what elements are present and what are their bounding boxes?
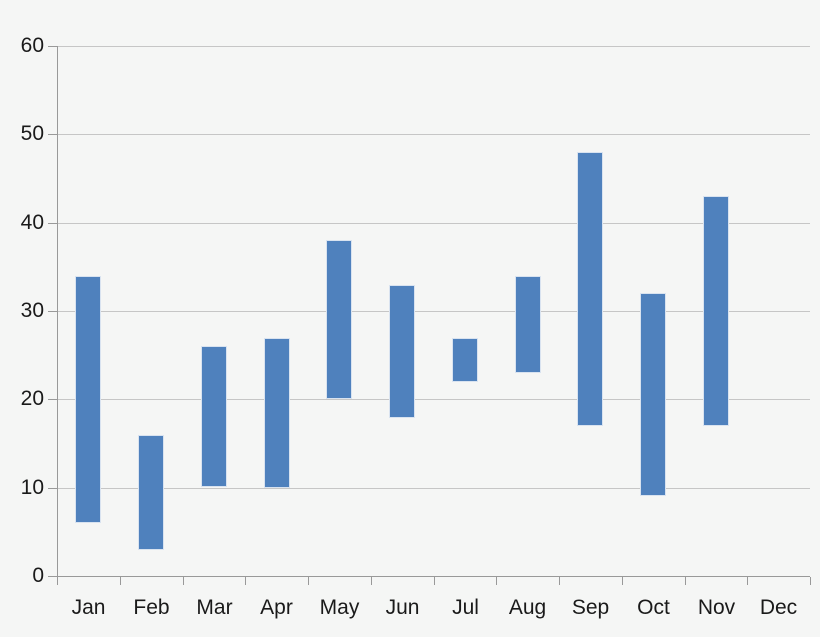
y-axis-label: 60 — [20, 34, 44, 57]
y-axis-label: 40 — [20, 211, 44, 234]
gridline-20 — [57, 399, 810, 400]
y-axis-label: 30 — [20, 299, 44, 322]
x-axis-label-sep: Sep — [571, 596, 610, 619]
x-axis-label-nov: Nov — [697, 596, 736, 619]
x-axis-label-oct: Oct — [637, 596, 670, 619]
y-tick-20 — [48, 399, 57, 400]
x-tick-11 — [747, 577, 748, 585]
gridline-60 — [57, 46, 810, 47]
y-tick-50 — [48, 134, 57, 135]
y-axis-label: 10 — [20, 476, 44, 499]
x-tick-12 — [810, 577, 811, 585]
y-tick-0 — [48, 576, 57, 577]
x-axis-label-may: May — [319, 596, 360, 619]
x-axis-label-jul: Jul — [452, 596, 479, 619]
x-axis-label-jun: Jun — [385, 596, 420, 619]
x-axis-label-apr: Apr — [260, 596, 293, 619]
y-tick-60 — [48, 46, 57, 47]
x-tick-5 — [371, 577, 372, 585]
gridline-10 — [57, 488, 810, 489]
bar-jul — [452, 338, 478, 382]
bar-nov — [703, 196, 729, 426]
x-tick-10 — [685, 577, 686, 585]
bar-sep — [577, 152, 603, 426]
y-axis-label: 0 — [32, 564, 44, 587]
x-axis-label-jan: Jan — [71, 596, 106, 619]
y-tick-40 — [48, 223, 57, 224]
x-tick-6 — [434, 577, 435, 585]
gridline-30 — [57, 311, 810, 312]
x-axis-line — [57, 576, 810, 577]
bar-jan — [75, 276, 101, 523]
bar-oct — [640, 293, 666, 496]
x-axis-label-feb: Feb — [133, 596, 170, 619]
y-tick-30 — [48, 311, 57, 312]
x-axis-label-mar: Mar — [196, 596, 233, 619]
bar-apr — [264, 338, 290, 488]
x-axis-label-dec: Dec — [759, 596, 798, 619]
y-tick-10 — [48, 488, 57, 489]
x-tick-2 — [183, 577, 184, 585]
x-tick-4 — [308, 577, 309, 585]
x-tick-0 — [57, 577, 58, 585]
bar-aug — [515, 276, 541, 373]
x-axis-label-aug: Aug — [508, 596, 547, 619]
x-tick-3 — [245, 577, 246, 585]
y-axis-label: 50 — [20, 122, 44, 145]
bar-may — [326, 240, 352, 399]
x-tick-8 — [559, 577, 560, 585]
x-tick-9 — [622, 577, 623, 585]
gridline-50 — [57, 134, 810, 135]
bar-mar — [201, 346, 227, 487]
bar-jun — [389, 285, 415, 418]
y-axis-label: 20 — [20, 387, 44, 410]
y-axis-line — [57, 46, 58, 584]
bar-feb — [138, 435, 164, 550]
x-tick-1 — [120, 577, 121, 585]
gridline-40 — [57, 223, 810, 224]
x-tick-7 — [496, 577, 497, 585]
